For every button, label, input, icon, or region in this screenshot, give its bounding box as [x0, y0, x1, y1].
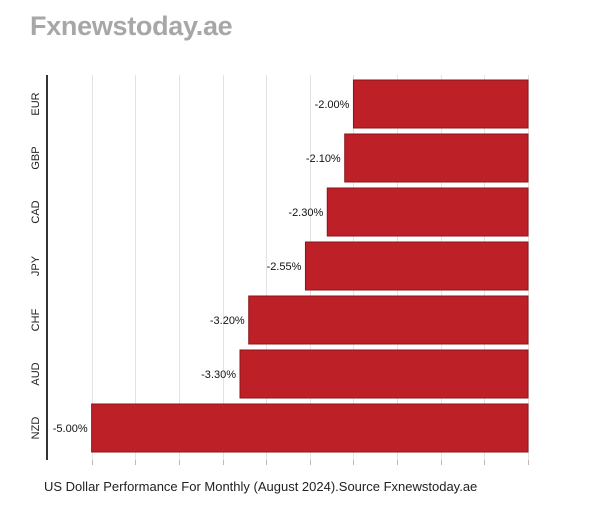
data-label: -2.00%: [315, 99, 350, 111]
bar-chf: [248, 295, 529, 345]
chart-caption: US Dollar Performance For Monthly (Augus…: [44, 479, 478, 494]
category-label: JPY: [30, 255, 42, 276]
category-label: CHF: [30, 308, 42, 331]
category-label: AUD: [30, 362, 42, 385]
data-label: -2.10%: [306, 153, 341, 165]
bar-nzd: [91, 403, 529, 453]
data-label: -3.30%: [201, 369, 236, 381]
bar-eur: [352, 79, 529, 129]
bar-aud: [239, 349, 529, 399]
bar-jpy: [304, 241, 529, 291]
category-label: GBP: [30, 146, 42, 169]
data-label: -5.00%: [53, 423, 88, 435]
category-label: EUR: [30, 92, 42, 115]
bar-gbp: [344, 133, 529, 183]
category-label: CAD: [30, 200, 42, 223]
data-label: -2.30%: [288, 207, 323, 219]
bar-cad: [326, 187, 529, 237]
category-label: NZD: [30, 417, 42, 440]
brand-title: Fxnewstoday.ae: [30, 11, 233, 41]
data-label: -2.55%: [267, 261, 302, 273]
data-label: -3.20%: [210, 315, 245, 327]
